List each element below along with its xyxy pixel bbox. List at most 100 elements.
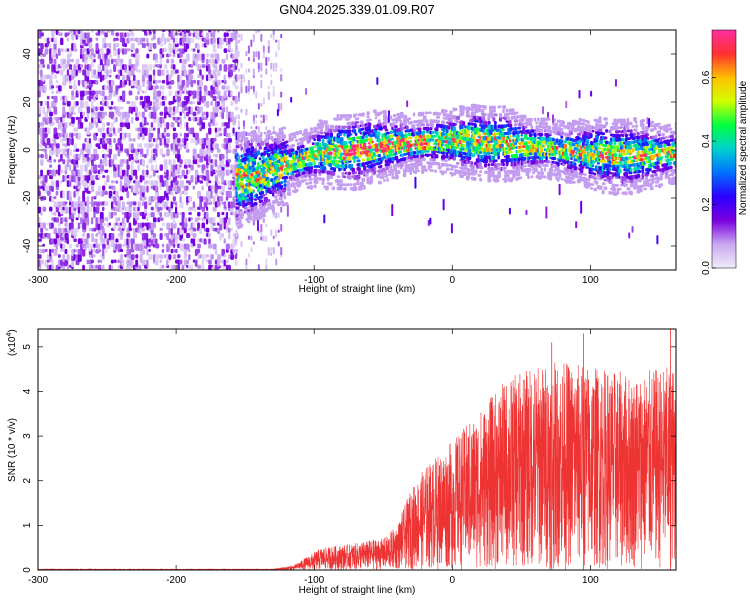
heatmap-cell bbox=[258, 134, 263, 138]
heatmap-cell bbox=[238, 170, 242, 175]
heatmap-cell bbox=[133, 233, 138, 239]
heatmap-cell bbox=[194, 159, 198, 165]
heatmap-cell bbox=[166, 201, 169, 206]
heatmap-cell bbox=[75, 201, 79, 210]
heatmap-cell bbox=[135, 180, 138, 188]
heatmap-cell bbox=[484, 170, 488, 175]
heatmap-cell bbox=[66, 69, 70, 76]
heatmap-cell bbox=[42, 53, 46, 57]
heatmap-cell bbox=[201, 64, 206, 68]
heatmap-cell bbox=[555, 138, 559, 144]
heatmap-cell bbox=[150, 211, 155, 218]
heatmap-cell bbox=[271, 192, 275, 197]
heatmap-cell bbox=[265, 223, 268, 228]
heatmap-cell bbox=[71, 111, 74, 115]
heatmap-cell bbox=[225, 201, 229, 208]
heatmap-cell bbox=[108, 185, 112, 190]
heatmap-cell bbox=[424, 119, 429, 124]
heatmap-cell bbox=[60, 169, 64, 174]
heatmap-cell bbox=[110, 111, 115, 120]
heatmap-cell bbox=[84, 174, 87, 181]
heatmap-cell bbox=[172, 243, 176, 248]
heatmap-cell bbox=[216, 53, 220, 61]
heatmap-cell bbox=[53, 37, 57, 45]
heatmap-cell bbox=[137, 243, 140, 252]
heatmap-cell bbox=[170, 30, 175, 33]
heatmap-cell bbox=[93, 95, 96, 102]
heatmap-cell bbox=[51, 90, 55, 95]
heatmap-cell bbox=[53, 58, 57, 65]
heatmap-cell bbox=[183, 132, 187, 139]
heatmap-cell bbox=[60, 37, 64, 46]
heatmap-cell bbox=[141, 248, 145, 256]
heatmap-cell bbox=[361, 177, 366, 183]
heatmap-cell bbox=[102, 248, 105, 257]
heatmap-cell bbox=[252, 191, 255, 194]
heatmap-cell bbox=[110, 79, 115, 87]
heatmap-cell bbox=[351, 167, 355, 173]
heatmap-cell bbox=[77, 196, 81, 204]
heatmap-cell bbox=[263, 131, 267, 135]
heatmap-cell bbox=[551, 137, 555, 142]
heatmap-cell bbox=[230, 101, 234, 106]
heatmap-cell bbox=[166, 143, 169, 148]
heatmap-cell bbox=[205, 58, 209, 66]
heatmap-cell bbox=[93, 90, 96, 95]
heatmap-cell bbox=[315, 176, 319, 181]
heatmap-cell bbox=[77, 254, 82, 262]
heatmap-cell bbox=[252, 114, 255, 122]
heatmap-cell bbox=[265, 114, 268, 121]
heatmap-cell bbox=[561, 120, 566, 125]
heatmap-cell bbox=[64, 122, 68, 129]
heatmap-cell bbox=[128, 206, 132, 214]
heatmap-cell bbox=[42, 196, 47, 201]
heatmap-cell bbox=[221, 85, 226, 90]
heatmap-cell bbox=[168, 227, 171, 235]
heatmap-cell bbox=[60, 48, 64, 52]
heatmap-cell bbox=[258, 176, 263, 180]
heatmap-cell bbox=[53, 227, 58, 235]
heatmap-cell bbox=[205, 180, 209, 187]
heatmap-cell bbox=[192, 101, 196, 105]
heatmap-cell bbox=[152, 169, 156, 177]
heatmap-cell bbox=[384, 128, 389, 132]
heatmap-cell bbox=[71, 259, 75, 268]
heatmap-cell bbox=[199, 106, 203, 112]
heatmap-cell bbox=[73, 159, 76, 167]
heatmap-cell bbox=[174, 180, 179, 186]
heatmap-cell bbox=[62, 190, 65, 199]
heatmap-cell bbox=[49, 74, 53, 81]
heatmap-cell bbox=[417, 146, 422, 151]
heatmap-cell bbox=[454, 123, 457, 126]
heatmap-cell bbox=[260, 62, 263, 72]
heatmap-cell bbox=[137, 143, 140, 148]
heatmap-cell bbox=[397, 170, 401, 175]
heatmap-cell bbox=[110, 58, 114, 65]
heatmap-cell bbox=[368, 118, 372, 122]
heatmap-cell bbox=[275, 68, 278, 73]
heatmap-cell bbox=[141, 132, 145, 141]
heatmap-cell bbox=[40, 143, 43, 149]
heatmap-cell bbox=[53, 159, 57, 163]
heatmap-cell bbox=[135, 116, 140, 121]
heatmap-cell bbox=[194, 53, 198, 59]
heatmap-cell bbox=[247, 235, 250, 240]
heatmap-cell bbox=[163, 48, 168, 53]
heatmap-cell bbox=[159, 264, 163, 270]
heatmap-cell bbox=[275, 39, 278, 43]
heatmap-cell bbox=[146, 79, 150, 85]
heatmap-cell bbox=[128, 185, 132, 189]
heatmap-cell bbox=[117, 259, 120, 264]
heatmap-cell bbox=[323, 214, 326, 224]
heatmap-cell bbox=[310, 127, 313, 132]
heatmap-cell bbox=[551, 156, 557, 161]
heatmap-cell bbox=[126, 32, 131, 37]
heatmap-cell bbox=[480, 108, 485, 114]
heatmap-cell bbox=[40, 58, 45, 65]
heatmap-cell bbox=[212, 243, 217, 250]
heatmap-cell bbox=[79, 53, 83, 60]
heatmap-cell bbox=[237, 114, 240, 120]
heatmap-cell bbox=[139, 148, 144, 155]
heatmap-cell bbox=[493, 159, 498, 162]
heatmap-cell bbox=[188, 180, 192, 186]
